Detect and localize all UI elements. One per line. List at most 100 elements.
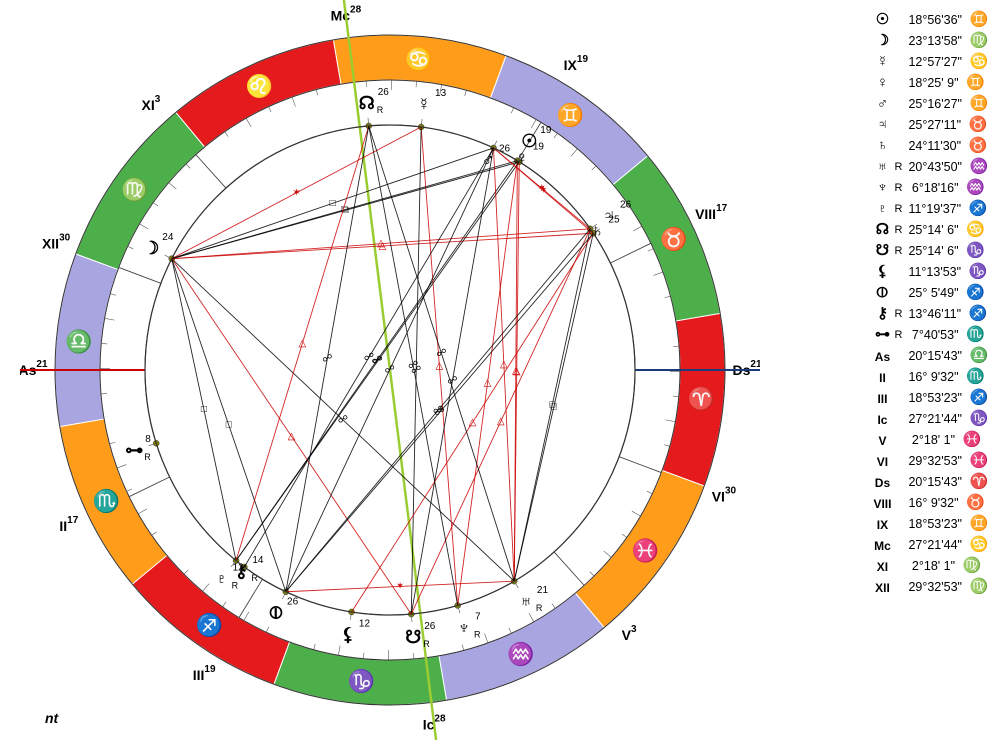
position-row: ♀18°25' 9"♊	[870, 73, 990, 94]
svg-text:V3: V3	[622, 624, 637, 643]
svg-text:♏: ♏	[92, 488, 119, 513]
svg-text:△: △	[379, 240, 387, 251]
svg-text:19: 19	[533, 142, 545, 153]
position-row: ♄24°11'30"♉	[870, 136, 990, 157]
svg-text:♋: ♋	[405, 46, 432, 71]
svg-text:□: □	[201, 404, 207, 415]
svg-text:XI3: XI3	[142, 94, 161, 113]
position-row: II16° 9'32"♏	[870, 367, 990, 388]
svg-text:△: △	[288, 431, 296, 442]
svg-text:⚸: ⚸	[341, 625, 354, 645]
svg-text:✶: ✶	[539, 185, 547, 196]
svg-text:19: 19	[540, 125, 552, 136]
position-row: ⊶R 7°40'53"♏	[870, 325, 990, 346]
position-row: Ic27°21'44"♑	[870, 409, 990, 430]
svg-text:8: 8	[145, 434, 151, 445]
svg-text:Ds21: Ds21	[732, 359, 760, 378]
svg-text:24: 24	[162, 232, 174, 243]
svg-text:☍: ☍	[373, 356, 383, 367]
svg-text:12: 12	[359, 619, 371, 630]
svg-text:R: R	[474, 630, 481, 640]
svg-text:♇: ♇	[215, 568, 229, 588]
position-row: Mc27°21'44"♋	[870, 535, 990, 556]
svg-text:△: △	[497, 416, 505, 427]
position-row: ☊R25°14' 6"♋	[870, 220, 990, 241]
positions-table: ☉18°56'36"♊☽23°13'58"♍☿12°57'27"♋♀18°25'…	[870, 10, 990, 598]
svg-text:VIII17: VIII17	[695, 203, 728, 222]
position-row: ⚸11°13'53"♑	[870, 262, 990, 283]
position-row: ♂25°16'27"♊	[870, 94, 990, 115]
svg-text:⊶: ⊶	[125, 440, 143, 460]
chart-footer-label: nt	[45, 710, 58, 726]
svg-text:II17: II17	[59, 515, 78, 534]
svg-text:□: □	[330, 198, 336, 209]
svg-text:R: R	[423, 639, 430, 649]
svg-text:△: △	[469, 417, 477, 428]
position-row: ☉18°56'36"♊	[870, 10, 990, 31]
svg-text:☊: ☊	[359, 93, 375, 113]
svg-text:R: R	[144, 452, 151, 462]
svg-text:△: △	[513, 366, 521, 377]
position-row: ⚷R13°46'11"♐	[870, 304, 990, 325]
svg-text:VI30: VI30	[712, 485, 737, 504]
svg-text:♑: ♑	[348, 669, 375, 694]
svg-text:26: 26	[620, 200, 632, 211]
svg-text:III19: III19	[193, 664, 216, 683]
svg-text:♍: ♍	[121, 177, 148, 202]
svg-text:13: 13	[435, 88, 447, 99]
svg-text:♌: ♌	[246, 74, 273, 99]
svg-text:☍: ☍	[434, 407, 444, 418]
svg-text:♐: ♐	[196, 613, 223, 638]
svg-text:✶: ✶	[396, 581, 404, 592]
position-row: ♃25°27'11"♉	[870, 115, 990, 136]
svg-text:26: 26	[287, 597, 299, 608]
svg-text:21: 21	[537, 585, 549, 596]
svg-text:△: △	[484, 378, 492, 389]
position-row: Ds20°15'43"♈	[870, 472, 990, 493]
svg-text:IX19: IX19	[564, 54, 589, 73]
svg-text:♅: ♅	[519, 591, 533, 611]
position-row: V 2°18' 1"♓	[870, 430, 990, 451]
svg-text:XII30: XII30	[42, 233, 71, 252]
svg-text:♆: ♆	[457, 618, 471, 638]
position-row: VI29°32'53"♓	[870, 451, 990, 472]
svg-text:✶: ✶	[292, 187, 300, 198]
position-row: As20°15'43"♎	[870, 346, 990, 367]
svg-text:☍: ☍	[338, 414, 348, 425]
position-row: ⦶25° 5'49"♐	[870, 283, 990, 304]
position-row: ♅R20°43'50"♒	[870, 157, 990, 178]
svg-text:△: △	[436, 361, 444, 372]
svg-text:☋: ☋	[405, 627, 421, 647]
svg-text:♓: ♓	[631, 538, 658, 563]
svg-text:☍: ☍	[385, 364, 395, 375]
position-row: XI 2°18' 1"♍	[870, 556, 990, 577]
position-row: ☋R25°14' 6"♑	[870, 241, 990, 262]
svg-text:7: 7	[475, 612, 481, 623]
position-row: IX18°53'23"♊	[870, 514, 990, 535]
svg-text:□: □	[226, 420, 232, 431]
svg-text:R: R	[377, 105, 384, 115]
position-row: ☽23°13'58"♍	[870, 31, 990, 52]
svg-text:☽: ☽	[143, 238, 159, 258]
position-row: VIII16° 9'32"♉	[870, 493, 990, 514]
svg-text:14: 14	[252, 555, 264, 566]
svg-text:♎: ♎	[65, 329, 92, 354]
svg-text:□: □	[551, 402, 557, 413]
svg-text:△: △	[299, 338, 307, 349]
svg-text:♒: ♒	[507, 641, 534, 666]
svg-text:♉: ♉	[660, 227, 687, 252]
svg-text:☍: ☍	[436, 348, 446, 359]
position-row: XII29°32'53"♍	[870, 577, 990, 598]
svg-text:♊: ♊	[557, 102, 584, 127]
svg-text:R: R	[232, 580, 239, 590]
svg-text:☍: ☍	[322, 353, 332, 364]
position-row: ♆R 6°18'16"♒	[870, 178, 990, 199]
svg-text:26: 26	[424, 621, 436, 632]
svg-text:26: 26	[378, 87, 390, 98]
svg-text:♈: ♈	[687, 386, 714, 411]
svg-text:☿: ☿	[417, 94, 431, 114]
svg-text:25: 25	[608, 214, 620, 225]
svg-text:☍: ☍	[408, 360, 418, 371]
position-row: ♇R11°19'37"♐	[870, 199, 990, 220]
svg-text:⦶: ⦶	[270, 603, 283, 623]
